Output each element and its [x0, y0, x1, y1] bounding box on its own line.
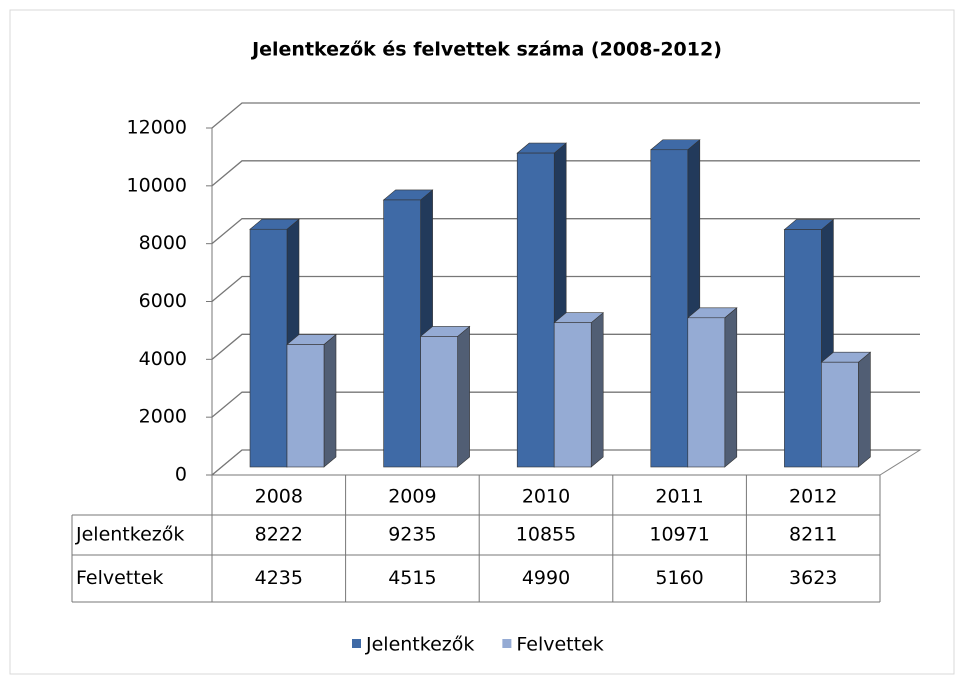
table-value: 5160 [655, 567, 703, 589]
table-row-label: Jelentkezők [75, 524, 184, 546]
x-tick-label: 2008 [255, 486, 303, 508]
legend-label: Jelentkezők [365, 634, 474, 656]
chart-title: Jelentkezők és felvettek száma (2008-201… [250, 39, 722, 61]
y-tick-label: 8000 [139, 232, 187, 254]
bar [821, 361, 859, 468]
bar-side [858, 351, 871, 468]
bar [516, 152, 555, 468]
bar [650, 149, 689, 468]
table-value: 10971 [649, 524, 709, 546]
x-tick-label: 2011 [655, 486, 703, 508]
table-value: 4515 [388, 567, 436, 589]
bar [420, 336, 458, 468]
y-tick-label: 10000 [127, 174, 187, 196]
bar-side [457, 325, 470, 468]
bar [687, 317, 726, 468]
bar-side [724, 307, 738, 468]
legend-swatch [352, 639, 361, 648]
y-tick-label: 12000 [127, 117, 187, 139]
table-value: 8211 [789, 524, 837, 546]
y-tick-label: 2000 [139, 406, 187, 428]
bar [286, 344, 325, 468]
bar [784, 229, 822, 468]
table-row-label: Felvettek [76, 567, 163, 589]
legend-swatch [502, 639, 512, 648]
x-tick-label: 2012 [789, 486, 837, 508]
table-value: 4235 [255, 567, 303, 589]
table-value: 10855 [516, 524, 576, 546]
bar [249, 228, 288, 468]
bar [553, 322, 592, 468]
y-tick-label: 6000 [139, 290, 187, 312]
bar-side [323, 333, 337, 468]
table-value: 9235 [388, 524, 436, 546]
legend-label: Felvettek [516, 634, 603, 656]
x-tick-label: 2009 [388, 486, 436, 508]
bar-side [590, 312, 604, 468]
x-tick-label: 2010 [522, 486, 570, 508]
y-tick-label: 4000 [139, 348, 187, 370]
table-value: 8222 [255, 524, 303, 546]
table-value: 4990 [522, 567, 570, 589]
grid-line [211, 102, 920, 129]
table-value: 3623 [789, 567, 837, 589]
y-tick-label: 0 [175, 464, 187, 486]
bar [383, 199, 421, 468]
